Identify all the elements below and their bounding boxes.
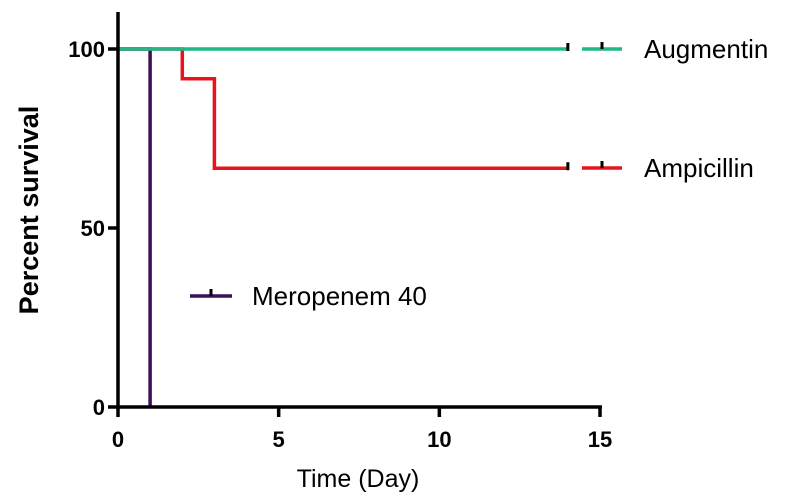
plot-area <box>118 43 570 407</box>
legend-label: Ampicillin <box>644 153 754 183</box>
axes: 0 50 100 0 5 10 15 <box>68 12 612 452</box>
series-line-2 <box>118 47 152 407</box>
y-tick-label: 50 <box>81 216 105 241</box>
y-tick-label: 0 <box>93 395 105 420</box>
legend-label: Augmentin <box>644 34 768 64</box>
y-axis-title: Percent survival <box>14 106 44 315</box>
legend-label: Meropenem 40 <box>252 281 427 311</box>
series-line-1 <box>118 47 568 170</box>
x-tick-label: 15 <box>588 427 612 452</box>
x-tick-label: 5 <box>273 427 285 452</box>
x-tick-label: 10 <box>427 427 451 452</box>
x-tick-label: 0 <box>112 427 124 452</box>
x-axis-title: Time (Day) <box>297 465 420 493</box>
y-tick-label: 100 <box>68 37 105 62</box>
legend: Augmentin Ampicillin Meropenem 40 <box>190 34 768 311</box>
